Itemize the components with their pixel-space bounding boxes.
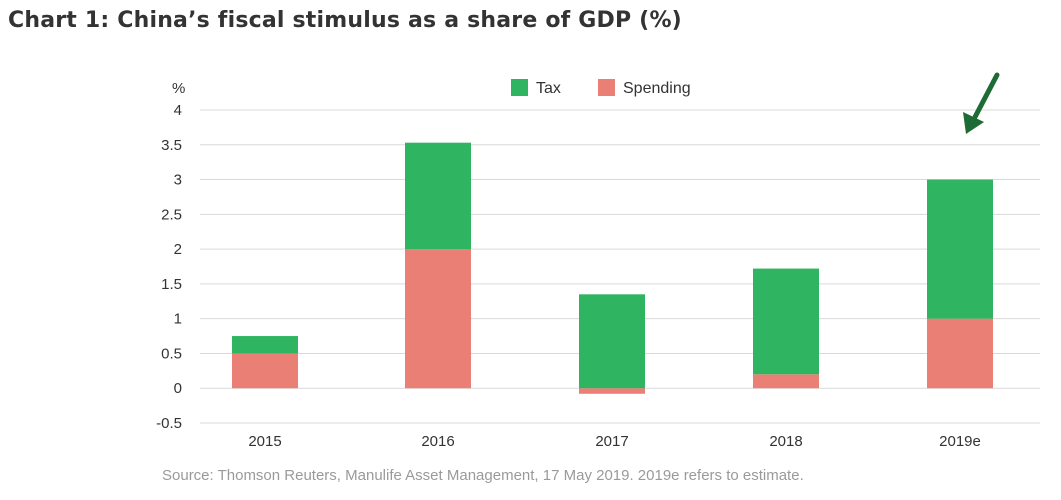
- bars: [232, 142, 993, 394]
- y-axis-unit-label: %: [172, 80, 185, 97]
- y-axis-ticks: 4 3.5 3 2.5 2 1.5 1 0.5 0 -0.5: [156, 102, 182, 432]
- y-tick-label: -0.5: [156, 415, 182, 432]
- arrow-shaft: [972, 72, 1000, 120]
- bar-spending-2016: [405, 249, 471, 389]
- y-tick-label: 3: [174, 172, 182, 189]
- y-tick-label: 3.5: [161, 137, 182, 154]
- source-note: Source: Thomson Reuters, Manulife Asset …: [162, 467, 804, 484]
- bar-spending-2019e: [927, 318, 993, 389]
- legend: Tax Spending: [511, 79, 691, 97]
- bar-spending-2017: [579, 388, 645, 394]
- x-tick-label: 2015: [248, 433, 281, 450]
- x-tick-label: 2019e: [939, 433, 981, 450]
- y-tick-label: 4: [174, 102, 182, 119]
- y-tick-label: 2.5: [161, 206, 182, 223]
- annotation-arrow: [963, 72, 1000, 134]
- x-tick-label: 2018: [769, 433, 802, 450]
- bar-tax-2016: [405, 142, 471, 250]
- y-tick-label: 0.5: [161, 345, 182, 362]
- arrow-head: [963, 112, 984, 134]
- bar-spending-2015: [232, 353, 298, 389]
- y-tick-label: 2: [174, 241, 182, 258]
- gridlines: [200, 109, 1040, 424]
- x-axis-ticks: 2015 2016 2017 2018 2019e: [248, 433, 981, 450]
- legend-swatch-spending: [598, 79, 615, 96]
- y-tick-label: 1.5: [161, 276, 182, 293]
- bar-tax-2015: [232, 336, 298, 354]
- x-tick-label: 2017: [595, 433, 628, 450]
- x-tick-label: 2016: [421, 433, 454, 450]
- legend-label-spending: Spending: [623, 80, 691, 97]
- bar-tax-2019e: [927, 179, 993, 319]
- bar-spending-2018: [753, 374, 819, 389]
- bar-tax-2018: [753, 268, 819, 375]
- chart-title: Chart 1: China’s fiscal stimulus as a sh…: [8, 8, 682, 33]
- bar-tax-2017: [579, 294, 645, 389]
- y-tick-label: 0: [174, 380, 182, 397]
- legend-swatch-tax: [511, 79, 528, 96]
- legend-label-tax: Tax: [536, 80, 561, 97]
- y-tick-label: 1: [174, 311, 182, 328]
